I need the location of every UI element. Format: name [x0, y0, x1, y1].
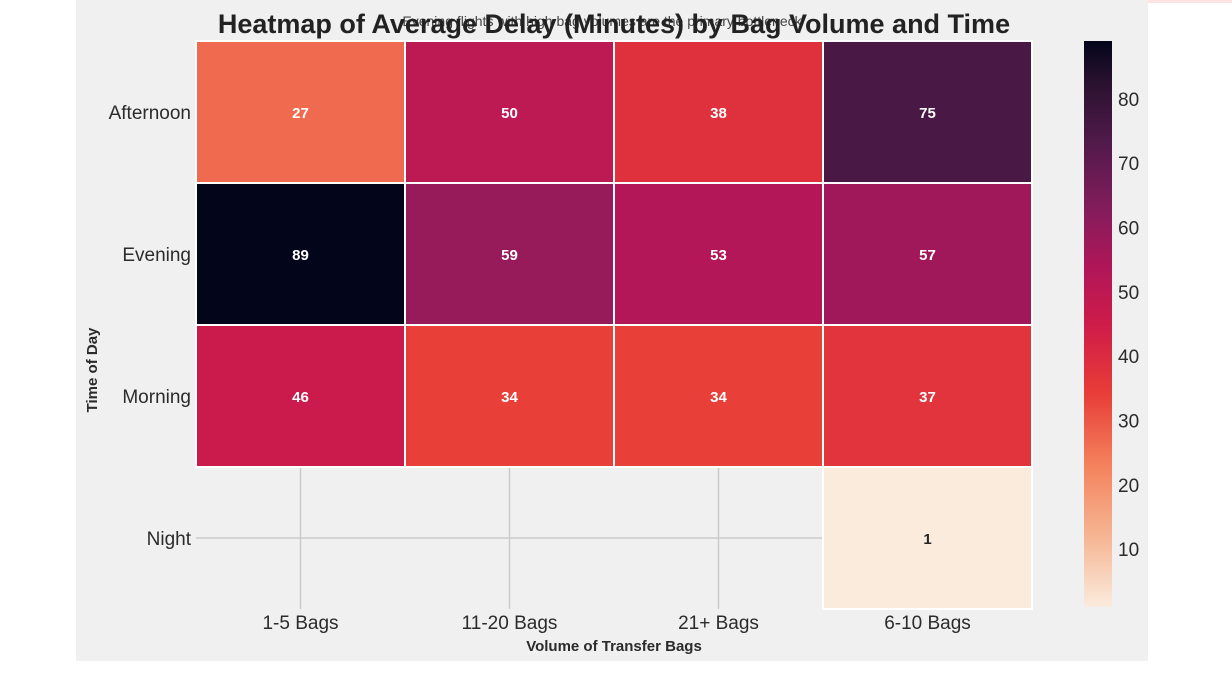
cell-value-label: 38 [710, 105, 727, 122]
heatmap-cell [195, 182, 406, 326]
colorbar-tick-label: 70 [1118, 154, 1139, 175]
y-tick-label: Morning [122, 387, 191, 408]
heatmap-chart: Evening flights with high bag volumes ar… [84, 9, 1139, 655]
y-tick-labels: Afternoon Evening Morning Night [109, 103, 192, 550]
heatmap-cell [404, 324, 615, 468]
y-tick-label: Evening [122, 245, 191, 266]
colorbar-tick-label: 20 [1118, 476, 1139, 497]
chart-title: Heatmap of Average Delay (Minutes) by Ba… [218, 9, 1010, 39]
heatmap-cells: 27 50 38 75 89 59 53 57 46 34 34 37 1 [195, 40, 1033, 610]
cell-value-label: 75 [919, 105, 936, 122]
colorbar-tick-label: 10 [1118, 540, 1139, 561]
y-tick-label: Night [147, 529, 192, 550]
x-tick-labels: 1-5 Bags 11-20 Bags 21+ Bags 6-10 Bags [262, 613, 970, 634]
x-tick-label: 11-20 Bags [462, 613, 558, 634]
colorbar-tick-label: 50 [1118, 283, 1139, 304]
heatmap-cell [195, 324, 406, 468]
heatmap-cell [613, 182, 824, 326]
heatmap-cell [822, 324, 1033, 468]
cell-value-label: 57 [919, 247, 936, 264]
cell-value-label: 37 [919, 389, 936, 406]
heatmap-cell [822, 466, 1033, 610]
heatmap-cell [822, 40, 1033, 184]
cell-value-label: 34 [710, 389, 727, 406]
colorbar-tick-label: 30 [1118, 411, 1139, 432]
colorbar-tick-label: 60 [1118, 219, 1139, 240]
x-tick-label: 21+ Bags [678, 613, 759, 634]
cell-value-label: 27 [292, 105, 309, 122]
cell-value-label: 1 [923, 531, 931, 548]
chart-subtitle: Evening flights with high bag volumes ar… [402, 13, 802, 29]
colorbar [1084, 41, 1112, 607]
colorbar-tick-label: 80 [1118, 90, 1139, 111]
cell-value-label: 50 [501, 105, 518, 122]
heatmap-cell [404, 40, 615, 184]
colorbar-tick-label: 40 [1118, 347, 1139, 368]
x-tick-label: 6-10 Bags [884, 613, 971, 634]
x-tick-label: 1-5 Bags [262, 613, 338, 634]
y-tick-label: Afternoon [109, 103, 191, 124]
cell-value-label: 59 [501, 247, 518, 264]
heatmap-figure: Evening flights with high bag volumes ar… [76, 0, 1148, 661]
heatmap-cell [404, 182, 615, 326]
y-axis-label: Time of Day [84, 327, 101, 412]
cell-value-label: 89 [292, 247, 309, 264]
heatmap-cell [613, 324, 824, 468]
cell-value-label: 46 [292, 389, 309, 406]
heatmap-cell [822, 182, 1033, 326]
cell-value-label: 34 [501, 389, 518, 406]
cell-value-label: 53 [710, 247, 727, 264]
x-axis-label: Volume of Transfer Bags [526, 638, 702, 655]
colorbar-ticks: 10 20 30 40 50 60 70 80 [1118, 90, 1139, 561]
